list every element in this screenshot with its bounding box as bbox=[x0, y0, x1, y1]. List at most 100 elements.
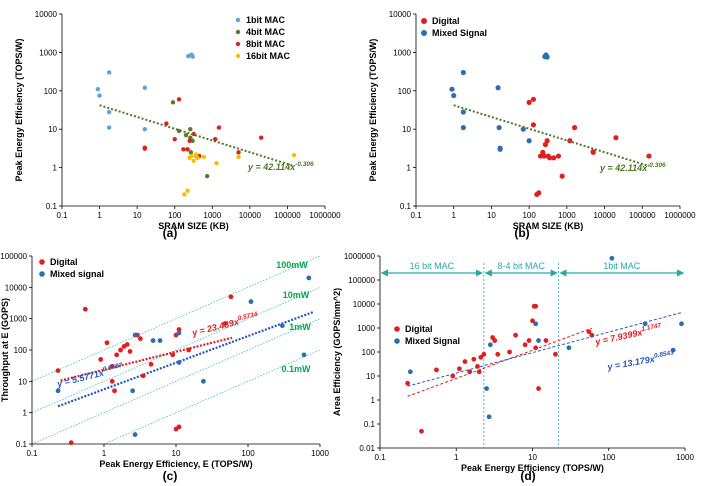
data-point bbox=[109, 363, 115, 369]
data-point bbox=[407, 369, 413, 375]
data-point bbox=[132, 332, 138, 338]
iso-power-label: 100mW bbox=[276, 260, 308, 270]
x-axis-title: SRAM SIZE (KB) bbox=[513, 221, 584, 231]
legend-marker bbox=[235, 53, 241, 59]
x-tick-label: 10 bbox=[528, 453, 537, 462]
legend-entry: 8bit MAC bbox=[246, 39, 285, 49]
chart-b: 0.1 1 10 100 1000 10000 100000 1000000 0.1 1 10 100… bbox=[368, 10, 696, 240]
data-point bbox=[460, 109, 466, 115]
data-point bbox=[104, 340, 110, 346]
data-point bbox=[533, 321, 539, 327]
y-tick-label: 10 bbox=[402, 125, 411, 134]
x-tick-label: 10 bbox=[172, 449, 181, 458]
data-point bbox=[495, 351, 501, 357]
data-point bbox=[642, 321, 648, 327]
data-point bbox=[301, 352, 307, 358]
data-point bbox=[142, 127, 148, 132]
data-point bbox=[536, 190, 542, 196]
data-point bbox=[496, 125, 502, 131]
y-tick-label: 0.1 bbox=[16, 440, 28, 449]
y-tick-label: 1000 bbox=[9, 315, 27, 324]
legend-entry: 4bit MAC bbox=[246, 27, 285, 37]
data-point bbox=[646, 153, 652, 159]
data-point bbox=[112, 388, 117, 394]
data-point bbox=[176, 97, 182, 102]
x-tick-label: 1000 bbox=[311, 449, 329, 458]
x-tick-label: 0.1 bbox=[26, 449, 38, 458]
x-axis-title: SRAM SIZE (KB) bbox=[158, 221, 229, 231]
data-point bbox=[150, 338, 156, 343]
y-tick-label: 10000 bbox=[389, 10, 412, 19]
trend-line bbox=[99, 104, 295, 167]
legend-marker bbox=[235, 41, 241, 47]
y-tick-label: 10000 bbox=[353, 300, 376, 309]
y-tick-label: 1000000 bbox=[344, 252, 376, 261]
data-point bbox=[530, 96, 537, 102]
y-tick-label: 1000 bbox=[393, 48, 411, 57]
data-point bbox=[118, 347, 123, 353]
figure-panel-label: (c) bbox=[163, 469, 178, 483]
data-point bbox=[106, 109, 112, 115]
legend-entry: 16bit MAC bbox=[246, 51, 291, 61]
data-point bbox=[279, 323, 285, 329]
data-point bbox=[526, 338, 532, 343]
iso-power-line bbox=[102, 349, 320, 444]
data-point bbox=[142, 85, 148, 90]
legend-marker bbox=[39, 259, 45, 265]
data-point bbox=[451, 92, 457, 99]
figure-panel-label: (a) bbox=[163, 226, 178, 240]
legend-entry: Digital bbox=[432, 16, 460, 26]
data-point bbox=[201, 154, 207, 160]
trend-line-digital bbox=[60, 336, 233, 382]
data-point bbox=[526, 138, 532, 144]
y-axis-title: Area Efficiency (GOPS/mm^2) bbox=[332, 288, 342, 416]
chart-c: 100mW 10mW 1mW 0.1mW 0.1 1 10 100 1000 0.1 1 10 100 1… bbox=[0, 252, 329, 483]
trend-line-digital bbox=[407, 327, 593, 397]
y-tick-label: 10 bbox=[18, 377, 27, 386]
x-tick-label: 10000 bbox=[239, 211, 262, 220]
legend-entry: Mixed signal bbox=[50, 269, 104, 279]
y-tick-label: 1 bbox=[371, 396, 376, 405]
data-point bbox=[176, 327, 182, 332]
legend-entry: Digital bbox=[50, 257, 78, 267]
legend-entry: 1bit MAC bbox=[246, 15, 285, 25]
chart-a: 0.1 1 10 100 1000 10000 100000 1000000 0.1 1 10 100… bbox=[14, 10, 341, 240]
data-point bbox=[571, 125, 578, 131]
data-point bbox=[544, 138, 550, 144]
data-point bbox=[566, 345, 572, 351]
data-point bbox=[481, 351, 487, 357]
y-tick-label: 0.01 bbox=[359, 444, 375, 453]
data-point bbox=[148, 361, 154, 367]
x-tick-label: 0.1 bbox=[410, 211, 422, 220]
data-point bbox=[181, 147, 186, 152]
data-point bbox=[449, 86, 455, 92]
data-point bbox=[214, 161, 219, 166]
data-point bbox=[176, 360, 182, 365]
data-point bbox=[306, 275, 312, 281]
data-point bbox=[204, 173, 210, 179]
data-point bbox=[236, 150, 241, 155]
data-point bbox=[258, 135, 264, 140]
data-point bbox=[544, 54, 550, 60]
data-point bbox=[486, 414, 492, 420]
y-axis-title: Throughput at E (GOPS) bbox=[0, 298, 10, 402]
data-point bbox=[530, 318, 535, 324]
trend-equation-digital: y = 7.9399x1.1747 bbox=[593, 322, 663, 347]
trend-line-mixed bbox=[57, 311, 314, 408]
y-tick-label: 10 bbox=[366, 372, 375, 381]
data-point bbox=[183, 132, 189, 138]
data-point bbox=[195, 155, 200, 160]
data-point bbox=[157, 338, 163, 343]
x-tick-label: 10 bbox=[487, 211, 496, 220]
x-tick-label: 0.1 bbox=[374, 453, 386, 462]
data-point bbox=[137, 336, 143, 342]
data-point bbox=[182, 192, 187, 197]
x-tick-label: 0.1 bbox=[56, 211, 68, 220]
y-axis-title: Peak Energy Efficiency (TOPS/W) bbox=[14, 39, 24, 182]
data-point bbox=[127, 349, 133, 354]
legend-marker bbox=[39, 271, 45, 277]
region-label: 8-4 bit MAC bbox=[497, 261, 545, 271]
trend-equation-digital: y = 23.489x0.5734 bbox=[190, 311, 260, 338]
data-point bbox=[132, 432, 138, 437]
